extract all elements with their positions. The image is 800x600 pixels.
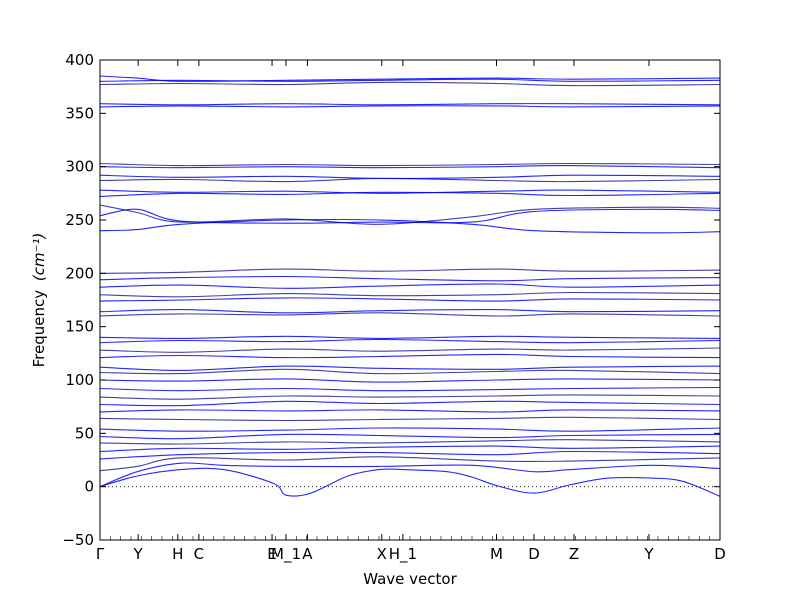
y-tick-label: 250 xyxy=(65,211,94,229)
phonon-band-4 xyxy=(100,450,720,460)
x-tick-label: H_1 xyxy=(389,545,417,564)
x-tick-label: A xyxy=(302,545,313,563)
y-tick-labels: −50 0 50 100 150 200 250 300 350 400 xyxy=(62,51,94,549)
x-tick-labels: Γ Y H C EM_1 A X H_1 M D Z Y D xyxy=(96,545,726,564)
y-axis-label: Frequency (cm⁻¹) xyxy=(30,233,48,368)
x-tick-label: Y xyxy=(643,545,654,563)
y-tick-label: 200 xyxy=(65,264,94,282)
y-tick-label: 350 xyxy=(65,104,94,122)
x-tick-label: D xyxy=(528,545,540,563)
phonon-band-16 xyxy=(100,365,720,371)
y-tick-label: 150 xyxy=(65,318,94,336)
phonon-band-26 xyxy=(100,275,720,282)
phonon-band-34 xyxy=(100,174,720,179)
x-tick-label: C xyxy=(194,545,204,563)
phonon-band-21 xyxy=(100,312,720,317)
x-axis-label: Wave vector xyxy=(363,570,457,588)
x-tick-label: H xyxy=(172,545,183,563)
x-tick-label: X xyxy=(377,545,387,563)
phonon-band-38 xyxy=(100,103,720,106)
phonon-band-9 xyxy=(100,416,720,422)
phonon-band-40 xyxy=(100,78,720,82)
phonon-band-15 xyxy=(100,368,720,375)
phonon-band-12 xyxy=(100,394,720,400)
phonon-band-13 xyxy=(100,386,720,392)
y-tick-label: 400 xyxy=(65,51,94,69)
phonon-band-1 xyxy=(100,467,720,497)
phonon-band-3 xyxy=(100,456,720,472)
phonon-band-27 xyxy=(100,268,720,274)
phonon-band-24 xyxy=(100,291,720,298)
phonon-band-22 xyxy=(100,309,720,314)
x-tick-label: M_1 xyxy=(271,545,301,564)
phonon-band-20 xyxy=(100,335,720,339)
phonon-band-2 xyxy=(100,462,720,488)
phonon-band-6 xyxy=(100,439,720,445)
phonon-band-19 xyxy=(100,338,720,344)
phonon-band-10 xyxy=(100,409,720,413)
phonon-band-37 xyxy=(100,105,720,108)
phonon-band-23 xyxy=(100,297,720,302)
phonon-band-14 xyxy=(100,378,720,383)
x-tick-label: Γ xyxy=(96,545,105,563)
y-tick-label: 300 xyxy=(65,158,94,176)
plot-frame xyxy=(99,59,721,541)
ticks-layer xyxy=(99,59,721,541)
phonon-band-18 xyxy=(100,347,720,353)
y-axis-label-unit: (cm⁻¹) xyxy=(30,233,48,282)
x-tick-label: M xyxy=(490,545,503,563)
phonon-band-7 xyxy=(100,433,720,440)
phonon-band-8 xyxy=(100,427,720,432)
phonon-band-29 xyxy=(100,208,720,224)
phonon-band-32 xyxy=(100,189,720,194)
y-tick-label: 0 xyxy=(84,478,94,496)
phonon-band-41 xyxy=(100,75,720,82)
y-tick-label: 100 xyxy=(65,371,94,389)
phonon-band-36 xyxy=(100,162,720,167)
phonon-band-39 xyxy=(100,81,720,87)
phonon-band-28 xyxy=(100,218,720,234)
phonon-band-31 xyxy=(100,191,720,198)
phonon-band-11 xyxy=(100,400,720,407)
y-tick-label: −50 xyxy=(62,531,94,549)
bands-layer xyxy=(100,75,720,497)
phonon-band-17 xyxy=(100,353,720,359)
x-tick-label: D xyxy=(714,545,726,563)
phonon-band-35 xyxy=(100,165,720,169)
phonon-band-30 xyxy=(100,204,720,225)
x-tick-label: Y xyxy=(133,545,144,563)
x-tick-label: E xyxy=(267,545,276,563)
x-tick-label: Z xyxy=(569,545,579,563)
y-tick-label: 50 xyxy=(75,424,94,442)
phonon-band-25 xyxy=(100,283,720,289)
y-axis-label-text: Frequency xyxy=(30,290,48,368)
phonon-band-5 xyxy=(100,445,720,453)
